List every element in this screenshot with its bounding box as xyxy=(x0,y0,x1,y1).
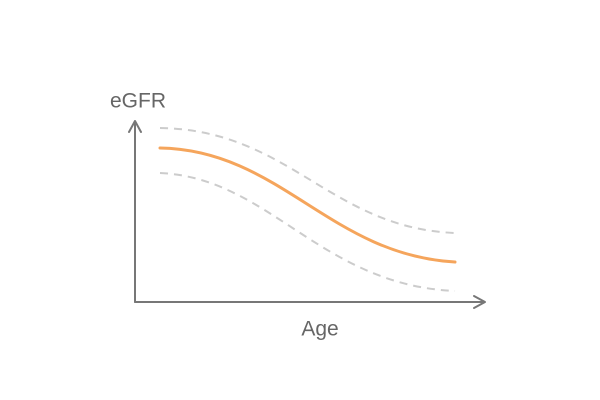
x-axis-arrow xyxy=(473,295,486,309)
y-axis-arrow xyxy=(128,120,142,133)
axes xyxy=(128,120,486,309)
x-axis-label: Age xyxy=(301,318,338,341)
upper-bound-curve xyxy=(159,127,456,234)
lower-bound-curve xyxy=(159,172,456,292)
y-axis-label: eGFR xyxy=(110,90,166,113)
trend-curve xyxy=(158,146,457,264)
